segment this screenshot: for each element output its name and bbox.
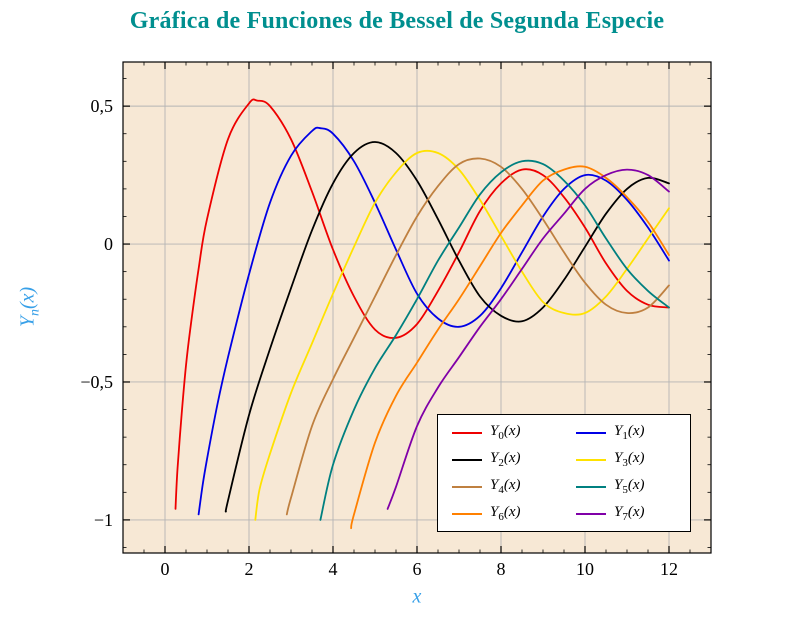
- y-tick-label-0: −1: [94, 510, 113, 530]
- y-axis-label: Yn(x): [17, 287, 44, 327]
- legend-entry-Y6: Y6(x): [440, 503, 564, 525]
- series-line-Y6: [350, 165, 670, 530]
- x-axis-label: x: [412, 585, 422, 608]
- legend-label-Y5: Y5(x): [614, 477, 645, 496]
- legend-label-Y6: Y6(x): [490, 504, 521, 523]
- grid: [123, 62, 711, 553]
- legend-swatch-Y7: [576, 512, 606, 515]
- x-tick-label-4: 4: [329, 559, 338, 579]
- series-group: [174, 98, 670, 530]
- tick-labels: 0 2 4 6 8 10 12 −1 −0,5 0 0,5: [80, 96, 678, 579]
- y-tick-label-1: −0,5: [80, 372, 113, 392]
- series-line-Y1: [197, 126, 670, 516]
- x-tick-label-12: 12: [660, 559, 678, 579]
- x-tick-label-2: 2: [245, 559, 254, 579]
- legend-label-Y7: Y7(x): [614, 504, 645, 523]
- y-tick-label-3: 0,5: [91, 96, 114, 116]
- y-axis-label-sub: n: [27, 309, 43, 317]
- series-line-Y3: [254, 149, 670, 521]
- series-line-Y7: [386, 168, 670, 510]
- legend-entry-Y7: Y7(x): [564, 503, 688, 525]
- legend-swatch-Y2: [452, 458, 482, 461]
- legend-swatch-Y0: [452, 431, 482, 434]
- legend-entry-Y2: Y2(x): [440, 449, 564, 471]
- x-tick-label-0: 0: [161, 559, 170, 579]
- legend-entry-Y5: Y5(x): [564, 476, 688, 498]
- legend-entry-Y1: Y1(x): [564, 422, 688, 444]
- legend-label-Y1: Y1(x): [614, 423, 645, 442]
- legend-label-Y3: Y3(x): [614, 450, 645, 469]
- series-line-Y0: [174, 98, 670, 510]
- legend-label-Y4: Y4(x): [490, 477, 521, 496]
- y-axis-label-suffix: (x): [16, 286, 39, 310]
- x-tick-label-6: 6: [413, 559, 422, 579]
- legend-swatch-Y3: [576, 458, 606, 461]
- legend-label-Y2: Y2(x): [490, 450, 521, 469]
- legend-swatch-Y5: [576, 485, 606, 488]
- legend-entry-Y4: Y4(x): [440, 476, 564, 498]
- legend-swatch-Y4: [452, 485, 482, 488]
- y-axis-label-main: Y: [16, 316, 39, 328]
- legend: Y0(x) Y1(x) Y2(x) Y3(x) Y4(x) Y5(x) Y6(x) Y7(x): [437, 414, 691, 532]
- legend-entry-Y3: Y3(x): [564, 449, 688, 471]
- plot-frame: [122, 61, 712, 554]
- y-tick-label-2: 0: [104, 234, 113, 254]
- series-line-Y5: [319, 159, 670, 521]
- chart-title: Gráfica de Funciones de Bessel de Segund…: [129, 8, 665, 34]
- legend-label-Y0: Y0(x): [490, 423, 521, 442]
- legend-entry-Y0: Y0(x): [440, 422, 564, 444]
- x-tick-label-10: 10: [576, 559, 594, 579]
- legend-swatch-Y6: [452, 512, 482, 515]
- series-line-Y4: [285, 157, 670, 516]
- series-line-Y2: [224, 141, 670, 513]
- x-tick-label-8: 8: [497, 559, 506, 579]
- legend-swatch-Y1: [576, 431, 606, 434]
